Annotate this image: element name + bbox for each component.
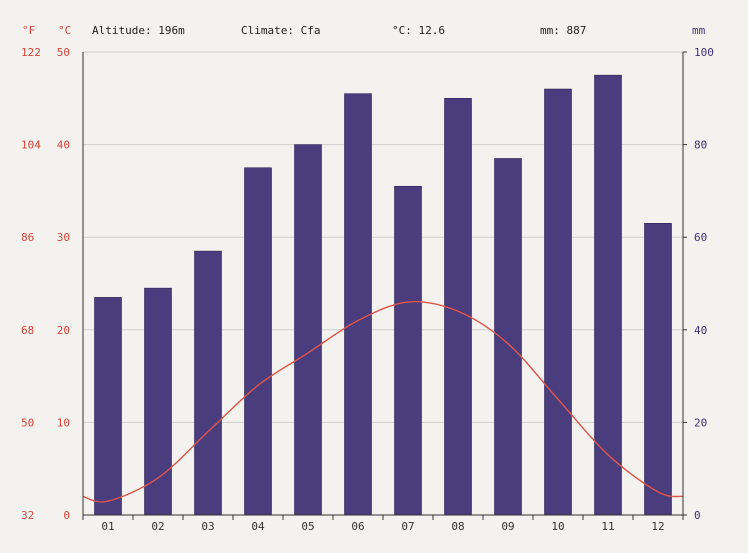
precipitation-bar bbox=[144, 287, 172, 516]
month-tick-label: 02 bbox=[151, 520, 164, 533]
month-tick-label: 12 bbox=[651, 520, 664, 533]
fahrenheit-tick-label: 32 bbox=[21, 509, 34, 522]
month-tick-label: 01 bbox=[101, 520, 114, 533]
precipitation-bar bbox=[94, 297, 122, 516]
precipitation-bar bbox=[444, 98, 472, 516]
month-tick-label: 08 bbox=[451, 520, 464, 533]
precipitation-tick-label: 20 bbox=[694, 416, 707, 429]
precipitation-bar bbox=[294, 144, 322, 516]
precipitation-unit-label: mm bbox=[692, 24, 706, 37]
axes: 122 50 100 104 40 80 86 30 60 68 20 40 50 10 20 32 0 0 01 0… bbox=[21, 46, 714, 533]
precipitation-bar bbox=[644, 223, 672, 516]
celsius-tick-label: 50 bbox=[57, 46, 70, 59]
celsius-unit-label: °C bbox=[58, 24, 71, 37]
celsius-tick-label: 0 bbox=[63, 509, 70, 522]
annual-precipitation-label: mm: 887 bbox=[540, 24, 586, 37]
precipitation-tick-label: 100 bbox=[694, 46, 714, 59]
average-temperature-label: °C: 12.6 bbox=[392, 24, 445, 37]
month-tick-label: 06 bbox=[351, 520, 364, 533]
month-tick-label: 04 bbox=[251, 520, 265, 533]
precipitation-tick-label: 80 bbox=[694, 139, 707, 152]
fahrenheit-tick-label: 50 bbox=[21, 416, 34, 429]
month-tick-label: 09 bbox=[501, 520, 514, 533]
precipitation-bar bbox=[494, 158, 522, 516]
precipitation-tick-label: 40 bbox=[694, 324, 707, 337]
month-tick-label: 10 bbox=[551, 520, 564, 533]
celsius-tick-label: 30 bbox=[57, 231, 70, 244]
month-tick-label: 03 bbox=[201, 520, 214, 533]
fahrenheit-unit-label: °F bbox=[22, 24, 35, 37]
precipitation-bar bbox=[194, 250, 222, 516]
precipitation-tick-label: 0 bbox=[694, 509, 701, 522]
precipitation-bar bbox=[594, 74, 622, 516]
month-tick-label: 11 bbox=[601, 520, 614, 533]
celsius-tick-label: 10 bbox=[57, 416, 70, 429]
climate-label: Climate: Cfa bbox=[241, 24, 320, 37]
gridlines bbox=[83, 51, 683, 423]
month-tick-label: 05 bbox=[301, 520, 314, 533]
precipitation-bar bbox=[344, 93, 372, 516]
precipitation-bar bbox=[544, 88, 572, 516]
fahrenheit-tick-label: 104 bbox=[21, 139, 41, 152]
celsius-tick-label: 40 bbox=[57, 139, 70, 152]
precipitation-bar bbox=[244, 167, 272, 516]
fahrenheit-tick-label: 86 bbox=[21, 231, 34, 244]
precipitation-bars bbox=[94, 74, 672, 516]
fahrenheit-tick-label: 122 bbox=[21, 46, 41, 59]
precipitation-bar bbox=[394, 185, 422, 516]
precipitation-tick-label: 60 bbox=[694, 231, 707, 244]
temperature-curve bbox=[82, 300, 684, 503]
altitude-label: Altitude: 196m bbox=[92, 24, 185, 37]
fahrenheit-tick-label: 68 bbox=[21, 324, 34, 337]
temperature-line bbox=[82, 300, 684, 503]
month-tick-label: 07 bbox=[401, 520, 414, 533]
celsius-tick-label: 20 bbox=[57, 324, 70, 337]
